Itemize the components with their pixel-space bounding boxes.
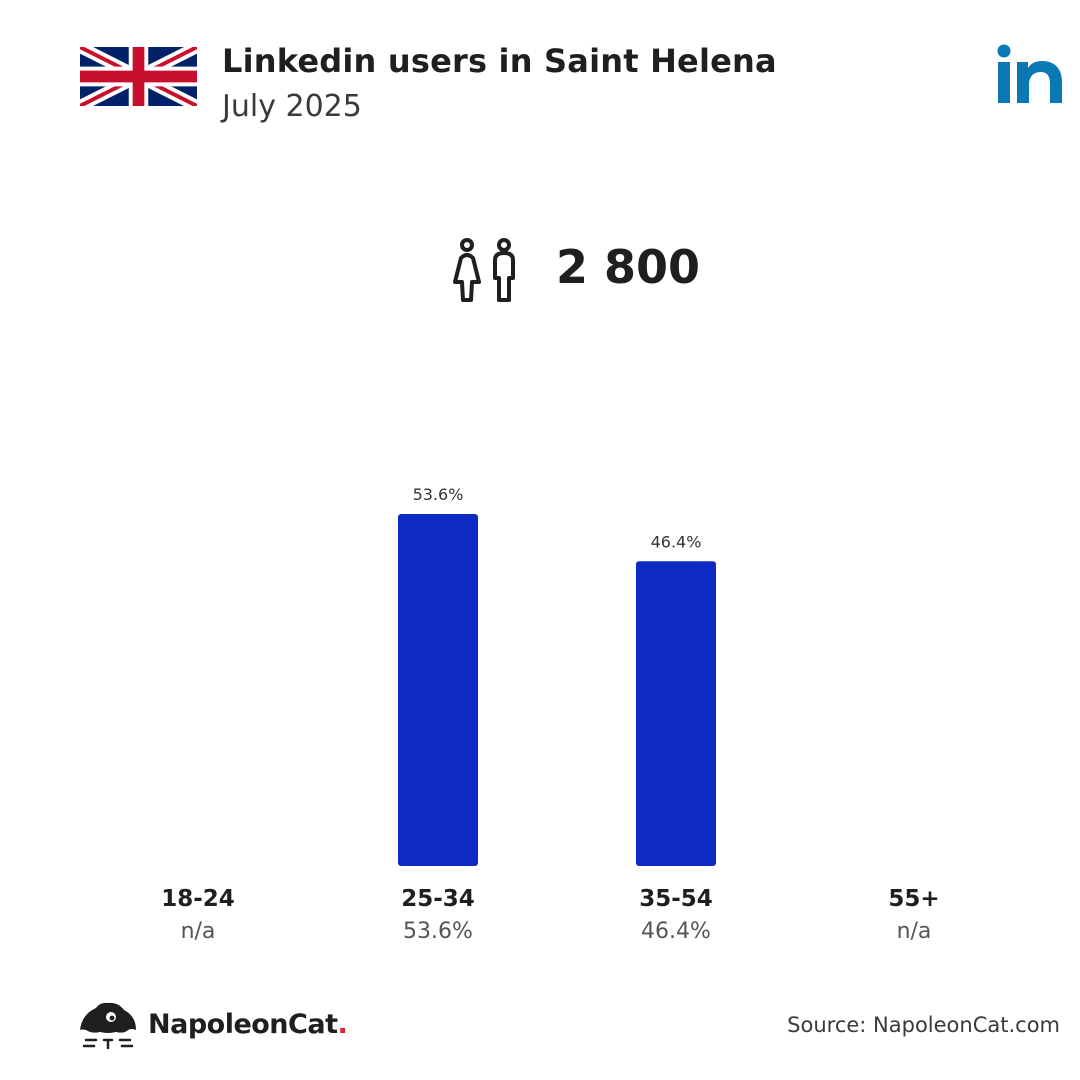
page-title: Linkedin users in Saint Helena bbox=[222, 42, 777, 80]
source-credit: Source: NapoleonCat.com bbox=[787, 1013, 1060, 1037]
bar-25-34 bbox=[398, 514, 478, 866]
age-group-value-35-54: 46.4% bbox=[641, 919, 711, 944]
bar-35-54 bbox=[636, 561, 716, 866]
linkedin-icon bbox=[997, 44, 1062, 103]
napoleoncat-logo-icon bbox=[80, 1002, 136, 1050]
brand-name: NapoleonCat. bbox=[148, 1009, 348, 1040]
age-group-value-18-24: n/a bbox=[181, 919, 216, 944]
age-group-label-35-54: 35-54 bbox=[639, 886, 713, 912]
total-users-count: 2 800 bbox=[556, 240, 701, 294]
united-kingdom-flag-icon bbox=[80, 47, 197, 106]
age-group-value-25-34: 53.6% bbox=[403, 919, 473, 944]
brand-name-text: NapoleonCat bbox=[148, 1009, 338, 1040]
bar-label-35-54: 46.4% bbox=[651, 532, 702, 551]
age-group-label-55+: 55+ bbox=[888, 886, 939, 912]
page-subtitle: July 2025 bbox=[222, 89, 362, 124]
age-group-label-25-34: 25-34 bbox=[401, 886, 475, 912]
users-male-female-icon bbox=[453, 238, 515, 302]
age-group-label-18-24: 18-24 bbox=[161, 886, 235, 912]
age-group-value-55+: n/a bbox=[897, 919, 932, 944]
brand-dot: . bbox=[337, 1009, 348, 1040]
bar-label-25-34: 53.6% bbox=[413, 485, 464, 504]
